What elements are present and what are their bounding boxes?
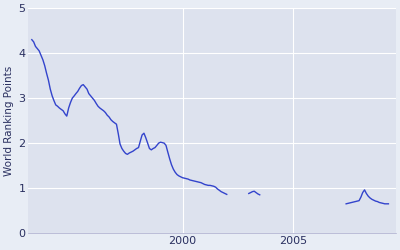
Y-axis label: World Ranking Points: World Ranking Points	[4, 66, 14, 176]
